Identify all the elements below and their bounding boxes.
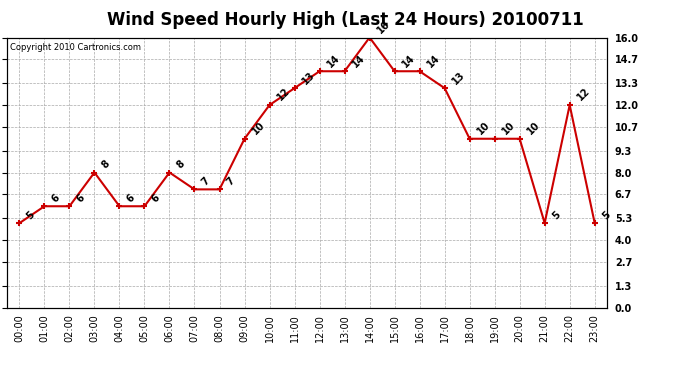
Text: 12: 12 [275, 86, 292, 103]
Text: 14: 14 [350, 53, 367, 69]
Text: 13: 13 [300, 69, 317, 86]
Text: 5: 5 [550, 209, 562, 221]
Text: 10: 10 [250, 120, 267, 136]
Text: 6: 6 [75, 192, 87, 204]
Text: 10: 10 [525, 120, 542, 136]
Text: 12: 12 [575, 86, 592, 103]
Text: 8: 8 [175, 158, 187, 170]
Text: 14: 14 [325, 53, 342, 69]
Text: 5: 5 [600, 209, 612, 221]
Text: Copyright 2010 Cartronics.com: Copyright 2010 Cartronics.com [10, 43, 141, 52]
Text: 13: 13 [450, 69, 467, 86]
Text: 6: 6 [50, 192, 62, 204]
Text: 8: 8 [100, 158, 112, 170]
Text: 14: 14 [400, 53, 417, 69]
Text: 6: 6 [150, 192, 162, 204]
Text: 16: 16 [375, 19, 392, 35]
Text: 7: 7 [225, 176, 237, 187]
Text: 7: 7 [200, 176, 212, 187]
Text: 6: 6 [125, 192, 137, 204]
Text: 10: 10 [475, 120, 492, 136]
Text: 10: 10 [500, 120, 517, 136]
Text: Wind Speed Hourly High (Last 24 Hours) 20100711: Wind Speed Hourly High (Last 24 Hours) 2… [107, 11, 583, 29]
Text: 14: 14 [425, 53, 442, 69]
Text: 5: 5 [25, 209, 37, 221]
